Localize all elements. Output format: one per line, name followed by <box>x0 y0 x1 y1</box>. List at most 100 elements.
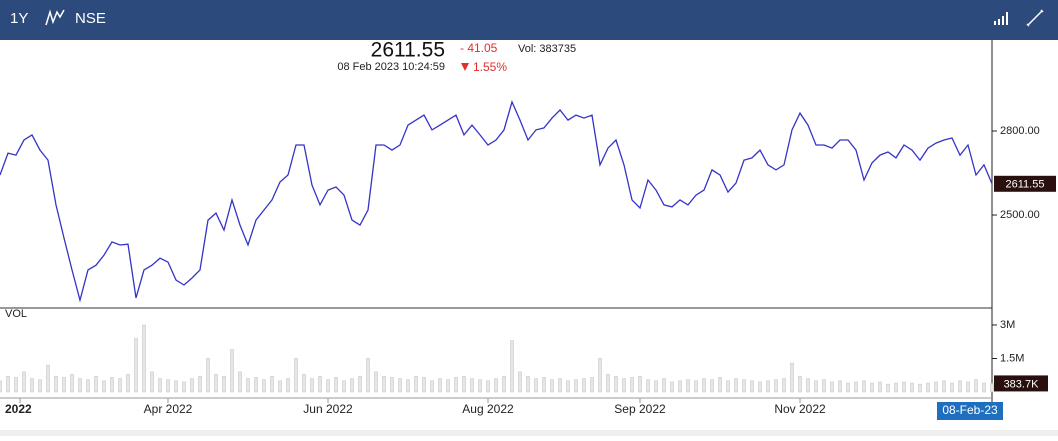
volume-bar <box>134 338 138 393</box>
x-tick-label: 2022 <box>5 402 32 416</box>
volume-bar <box>822 379 826 393</box>
volume-bar <box>110 377 114 393</box>
volume-label: Vol: <box>518 43 536 55</box>
volume-bar <box>662 378 666 393</box>
volume-bar <box>150 371 154 393</box>
volume-bar <box>838 380 842 393</box>
volume-bar <box>94 376 98 393</box>
x-tick-label: Sep 2022 <box>614 402 666 416</box>
volume-bar <box>814 380 818 393</box>
volume-bar <box>886 383 890 393</box>
volume-bar <box>854 381 858 393</box>
last-volume-tag <box>994 375 1048 392</box>
volume-bar <box>654 380 658 393</box>
down-arrow <box>461 63 469 71</box>
volume-bar <box>446 379 450 393</box>
volume-bar <box>694 380 698 393</box>
volume-bar <box>30 378 34 393</box>
volume-bar <box>230 349 234 393</box>
volume-bar <box>678 380 682 393</box>
volume-bar <box>166 379 170 393</box>
volume-bar <box>406 379 410 393</box>
chart-type-icon[interactable] <box>45 9 65 26</box>
volume-bar <box>614 376 618 393</box>
volume-bar <box>494 378 498 393</box>
volume-bar <box>390 377 394 393</box>
volume-bar <box>958 380 962 393</box>
volume-bar <box>206 358 210 393</box>
volume-bar <box>846 382 850 393</box>
volume-bar <box>542 377 546 393</box>
volume-bar <box>326 379 330 393</box>
volume-bar <box>918 383 922 393</box>
volume-bar <box>926 382 930 393</box>
volume-bar <box>750 380 754 393</box>
volume-bar <box>294 358 298 393</box>
volume-bar <box>22 371 26 393</box>
volume-bar <box>518 371 522 393</box>
volume-bar <box>606 373 610 393</box>
volume-bar <box>894 382 898 393</box>
volume-bar <box>830 381 834 393</box>
volume-bar <box>790 362 794 393</box>
last-price-tag <box>994 175 1056 192</box>
volume-bar <box>942 380 946 393</box>
volume-bar <box>878 381 882 393</box>
volume-bar <box>142 324 146 393</box>
volume-bar <box>630 377 634 393</box>
volume-bar <box>702 378 706 393</box>
volume-bar <box>550 379 554 393</box>
bars-icon[interactable] <box>994 12 1008 25</box>
volume-bar <box>62 377 66 393</box>
volume-bar <box>310 378 314 393</box>
volume-bar <box>782 378 786 393</box>
draw-icon[interactable] <box>1026 9 1044 27</box>
x-tick-label: Aug 2022 <box>462 402 514 416</box>
volume-bar <box>174 380 178 393</box>
volume-bar <box>726 380 730 393</box>
volume-bar <box>686 379 690 393</box>
volume-bar <box>286 378 290 393</box>
volume-bar <box>590 377 594 393</box>
volume-bar <box>342 380 346 393</box>
volume-bar <box>6 376 10 393</box>
volume-bar <box>14 377 18 393</box>
footer-strip <box>0 430 1058 436</box>
volume-bar <box>534 378 538 393</box>
volume-bar <box>382 376 386 393</box>
volume-bar <box>158 378 162 393</box>
volume-bar <box>862 380 866 393</box>
volume-bar <box>670 381 674 393</box>
volume-bar <box>718 377 722 393</box>
volume-bar <box>870 382 874 393</box>
volume-bar <box>86 379 90 393</box>
volume-bar <box>54 376 58 393</box>
volume-bar <box>438 378 442 393</box>
volume-bar <box>374 371 378 393</box>
y-tick-label: 2500.00 <box>1000 209 1040 221</box>
exchange-button[interactable]: NSE <box>75 10 106 27</box>
last-volume-label: 383.7K <box>1004 378 1040 390</box>
volume-bar <box>558 378 562 393</box>
volume-bar <box>198 376 202 393</box>
volume-bar <box>806 378 810 393</box>
volume-bar <box>358 376 362 393</box>
volume-bar <box>366 358 370 393</box>
volume-bar <box>398 378 402 393</box>
volume-bar <box>214 373 218 393</box>
header-bar <box>0 0 1058 40</box>
volume-bar <box>950 382 954 393</box>
range-button[interactable]: 1Y <box>10 10 28 27</box>
volume-bar <box>734 378 738 393</box>
volume-bar <box>222 376 226 393</box>
volume-bar <box>462 376 466 393</box>
volume-bar <box>502 376 506 393</box>
volume-bar <box>638 376 642 393</box>
volume-bar <box>982 382 986 393</box>
volume-bar <box>70 373 74 393</box>
volume-bar <box>102 380 106 393</box>
volume-bar <box>582 378 586 393</box>
volume-tick-label: 1.5M <box>1000 352 1024 364</box>
